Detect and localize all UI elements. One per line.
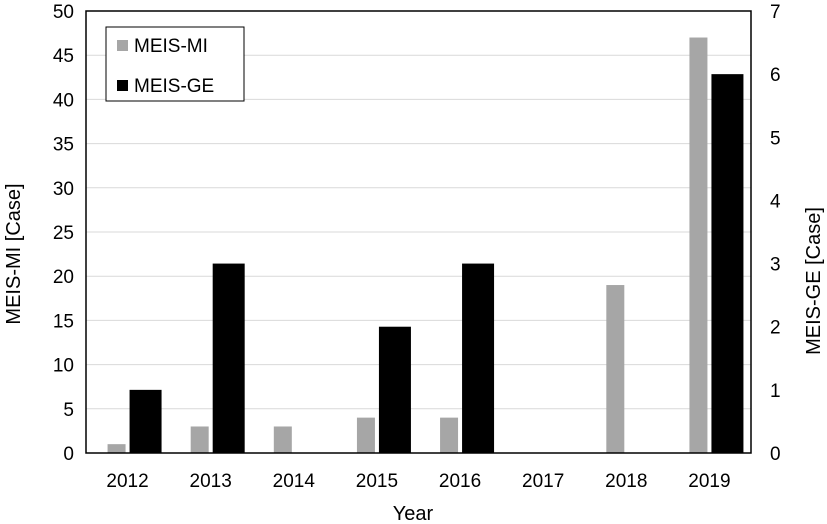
left-tick-label: 30 bbox=[53, 179, 74, 200]
bar-meis-mi-2016 bbox=[440, 417, 459, 453]
right-tick-label: 4 bbox=[770, 191, 781, 212]
x-tick-label: 2015 bbox=[356, 471, 398, 492]
left-tick-label: 40 bbox=[53, 90, 74, 111]
bars bbox=[107, 37, 744, 454]
bar-meis-mi-2015 bbox=[356, 417, 375, 453]
legend: MEIS-MI MEIS-GE bbox=[105, 26, 245, 102]
x-axis-ticks: 2012 2013 2014 2015 2016 2017 2018 2019 bbox=[106, 471, 730, 492]
right-tick-label: 5 bbox=[770, 128, 781, 149]
x-tick-label: 2019 bbox=[688, 471, 730, 492]
legend-box bbox=[105, 26, 245, 102]
bar-meis-mi-2019 bbox=[689, 37, 708, 454]
left-tick-label: 35 bbox=[53, 135, 74, 156]
bar-meis-mi-2018 bbox=[606, 285, 625, 453]
left-axis-ticks: 0 5 10 15 20 25 30 35 40 45 50 bbox=[53, 2, 74, 465]
left-tick-label: 50 bbox=[53, 2, 74, 23]
bar-meis-mi-2012 bbox=[107, 444, 126, 453]
legend-swatch-meis-mi bbox=[117, 40, 128, 51]
left-axis-title: MEIS-MI [Case] bbox=[3, 183, 25, 324]
legend-swatch-meis-ge bbox=[117, 80, 128, 91]
left-tick-label: 15 bbox=[53, 311, 74, 332]
left-tick-label: 10 bbox=[53, 356, 74, 377]
right-tick-label: 2 bbox=[770, 318, 781, 339]
right-tick-label: 6 bbox=[770, 65, 781, 86]
right-axis-ticks: 0 1 2 3 4 5 6 7 bbox=[770, 2, 781, 465]
right-axis-title: MEIS-GE [Case] bbox=[803, 207, 825, 355]
bar-meis-mi-2013 bbox=[190, 426, 209, 453]
left-tick-label: 0 bbox=[63, 444, 74, 465]
right-tick-label: 1 bbox=[770, 381, 781, 402]
bar-meis-mi-2014 bbox=[273, 426, 292, 453]
gridlines bbox=[86, 54, 751, 410]
legend-label-meis-ge: MEIS-GE bbox=[134, 76, 214, 97]
x-axis-title: Year bbox=[393, 503, 434, 524]
plot-frame bbox=[85, 10, 752, 454]
right-tick-label: 7 bbox=[770, 2, 781, 23]
left-tick-label: 20 bbox=[53, 267, 74, 288]
x-tick-label: 2012 bbox=[106, 471, 148, 492]
left-tick-label: 25 bbox=[53, 223, 74, 244]
bar-meis-ge-2019 bbox=[711, 74, 744, 454]
x-tick-label: 2018 bbox=[605, 471, 647, 492]
bar-meis-ge-2013 bbox=[212, 263, 245, 453]
left-tick-label: 45 bbox=[53, 46, 74, 67]
bar-meis-ge-2016 bbox=[462, 263, 495, 453]
bar-meis-ge-2012 bbox=[129, 389, 162, 453]
bar-meis-ge-2015 bbox=[378, 326, 411, 453]
x-tick-label: 2017 bbox=[522, 471, 564, 492]
right-tick-label: 3 bbox=[770, 255, 781, 276]
legend-label-meis-mi: MEIS-MI bbox=[134, 36, 208, 57]
left-tick-label: 5 bbox=[63, 400, 74, 421]
x-tick-label: 2016 bbox=[439, 471, 481, 492]
x-tick-label: 2014 bbox=[273, 471, 316, 492]
x-tick-label: 2013 bbox=[190, 471, 232, 492]
right-tick-label: 0 bbox=[770, 444, 781, 465]
